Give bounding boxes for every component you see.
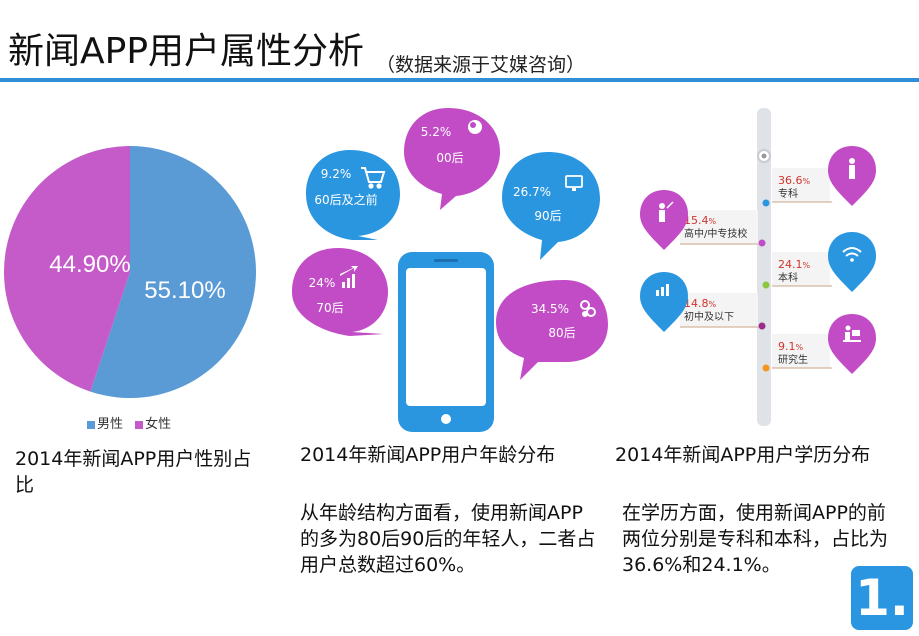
edu-benke-unit: % xyxy=(803,261,811,270)
edu-gaozhong-label: 高中/中专技校 xyxy=(684,227,747,240)
wifi-pin-icon xyxy=(828,232,876,292)
svg-text:15.4%: 15.4% xyxy=(684,214,717,227)
legend-label-female: 女性 xyxy=(145,417,172,432)
gender-pie-chart: 44.90% 55.10% xyxy=(3,146,256,398)
edu-yanjiusheng-label: 研究生 xyxy=(778,353,808,366)
edu-yanjiusheng-pct: 9.1 xyxy=(778,340,796,353)
bubble-90s-label: 90后 xyxy=(534,209,561,223)
legend-label-male: 男性 xyxy=(97,417,124,432)
bubble-70s-pct: 24% xyxy=(309,276,336,290)
monitor-icon xyxy=(565,175,583,191)
edu-item-benke: 24.1% 本科 xyxy=(762,232,876,292)
edu-gaozhong-pct: 15.4 xyxy=(684,214,709,227)
pie-slice-female xyxy=(3,146,130,392)
age-infographic: 5.2% 00后 9.2% 60后及之前 26.7% 90后 24% 70后 xyxy=(292,108,608,432)
bubble-90s-pct: 26.7% xyxy=(513,185,551,199)
edu-yanjiusheng-unit: % xyxy=(796,343,804,352)
chart-pin-icon xyxy=(640,272,688,332)
bubble-00s: 5.2% 00后 xyxy=(404,108,500,210)
education-infographic: 36.6% 专科 15.4% 高中/中专技校 24.1% 本科 14.8% 初中… xyxy=(640,108,876,426)
edu-gaozhong-unit: % xyxy=(709,217,717,226)
legend-item-female: 女性 xyxy=(135,417,171,432)
education-caption: 2014年新闻APP用户学历分布 xyxy=(615,444,871,466)
bubble-80s: 34.5% 80后 xyxy=(496,280,608,380)
link-icon xyxy=(580,300,596,317)
edu-item-chuzhong: 14.8% 初中及以下 xyxy=(640,272,766,332)
edu-chuzhong-unit: % xyxy=(709,300,717,309)
pie-label-female: 44.90% xyxy=(49,251,130,278)
age-paragraph: 从年龄结构方面看，使用新闻APP的多为80后90后的年轻人，二者占用户总数超过6… xyxy=(300,502,596,576)
page-subtitle: （数据来源于艾媒咨询） xyxy=(376,54,586,76)
education-timeline xyxy=(757,108,771,426)
edu-benke-pct: 24.1 xyxy=(778,258,803,271)
phone-illustration xyxy=(398,252,494,432)
svg-text:36.6%: 36.6% xyxy=(778,174,811,187)
page-title: 新闻APP用户属性分析 xyxy=(8,31,365,72)
edu-zhuanke-unit: % xyxy=(803,177,811,186)
header-divider xyxy=(0,78,919,82)
svg-text:24.1%: 24.1% xyxy=(778,258,811,271)
edu-item-yanjiusheng: 9.1% 研究生 xyxy=(762,314,876,374)
legend-item-male: 男性 xyxy=(87,417,123,432)
legend-swatch-female xyxy=(135,420,144,429)
edu-zhuanke-pct: 36.6 xyxy=(778,174,803,187)
pie-legend: 男性 女性 xyxy=(87,413,179,432)
svg-text:14.8%: 14.8% xyxy=(684,297,717,310)
bubble-70s: 24% 70后 xyxy=(292,248,388,336)
svg-text:9.1%: 9.1% xyxy=(778,340,804,353)
legend-swatch-male xyxy=(87,420,95,429)
slide-number-badge: 1. xyxy=(851,566,913,630)
bubble-00s-pct: 5.2% xyxy=(421,125,452,139)
bubble-80s-label: 80后 xyxy=(548,326,575,340)
bubble-80s-pct: 34.5% xyxy=(531,302,569,316)
bar-chart-icon xyxy=(340,266,358,288)
bubble-60s-label: 60后及之前 xyxy=(314,192,377,207)
bubble-70s-label: 70后 xyxy=(316,301,343,315)
edu-item-gaozhong: 15.4% 高中/中专技校 xyxy=(640,190,766,250)
edu-item-zhuanke: 36.6% 专科 xyxy=(762,146,876,207)
edu-chuzhong-label: 初中及以下 xyxy=(684,310,734,323)
cart-icon xyxy=(361,167,386,189)
pie-label-male: 55.10% xyxy=(144,277,225,304)
pie-slice-male xyxy=(90,146,256,398)
age-caption: 2014年新闻APP用户年龄分布 xyxy=(300,444,556,466)
bubble-60s: 9.2% 60后及之前 xyxy=(306,150,400,240)
edu-benke-label: 本科 xyxy=(778,271,798,284)
edu-zhuanke-label: 专科 xyxy=(778,187,798,200)
education-paragraph: 在学历方面，使用新闻APP的前两位分别是专科和本科，占比为36.6%和24.1%… xyxy=(622,502,889,576)
edu-chuzhong-pct: 14.8 xyxy=(684,297,709,310)
bubble-60s-pct: 9.2% xyxy=(321,167,352,181)
bubble-90s: 26.7% 90后 xyxy=(502,152,600,260)
desk-pin-icon xyxy=(828,314,876,374)
bubble-00s-label: 00后 xyxy=(436,151,463,165)
gender-caption: 2014年新闻APP用户性别占比 xyxy=(15,448,252,496)
